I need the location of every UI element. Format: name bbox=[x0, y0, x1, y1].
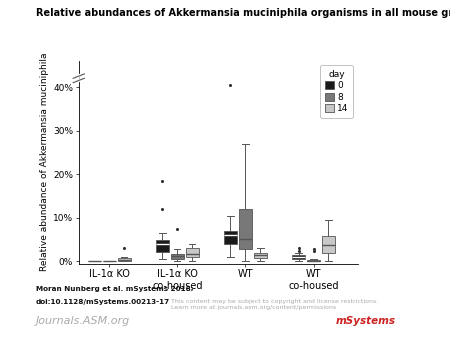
Bar bbox=[156, 240, 169, 252]
Bar bbox=[224, 231, 237, 244]
Bar bbox=[254, 253, 267, 258]
Bar bbox=[307, 260, 320, 262]
Text: mSystems: mSystems bbox=[336, 316, 396, 326]
Bar bbox=[185, 248, 199, 257]
Text: Journals.ASM.org: Journals.ASM.org bbox=[36, 316, 130, 326]
Bar bbox=[322, 236, 335, 253]
Text: doi:10.1128/mSystems.00213-17: doi:10.1128/mSystems.00213-17 bbox=[36, 299, 170, 305]
Bar bbox=[171, 254, 184, 259]
Bar bbox=[103, 261, 116, 262]
Y-axis label: Relative abundance of Akkermansia muciniphila: Relative abundance of Akkermansia mucini… bbox=[40, 53, 49, 271]
Bar bbox=[292, 255, 306, 259]
Text: This content may be subject to copyright and license restrictions.
Learn more at: This content may be subject to copyright… bbox=[171, 299, 378, 310]
Bar bbox=[88, 261, 101, 262]
Bar bbox=[117, 258, 131, 262]
Text: Moran Nunberg et al. mSystems 2018;: Moran Nunberg et al. mSystems 2018; bbox=[36, 286, 194, 292]
Bar bbox=[238, 209, 252, 249]
Legend: 0, 8, 14: 0, 8, 14 bbox=[320, 65, 353, 118]
Text: Relative abundances of Akkermansia muciniphila organisms in all mouse groups.: Relative abundances of Akkermansia mucin… bbox=[36, 8, 450, 19]
